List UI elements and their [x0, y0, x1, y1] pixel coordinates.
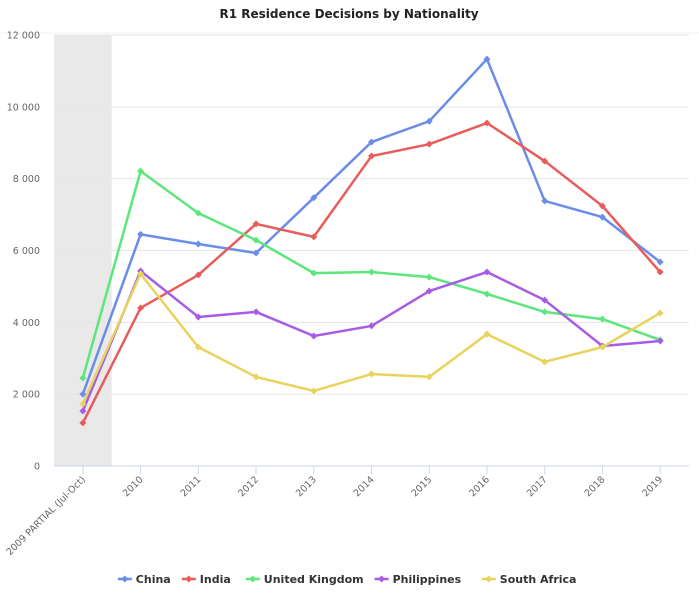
legend-marker: [249, 575, 257, 583]
legend-marker: [121, 575, 129, 583]
data-point: [483, 330, 491, 338]
data-point: [310, 269, 318, 277]
data-point: [656, 258, 664, 266]
chart-title: R1 Residence Decisions by Nationality: [219, 7, 478, 21]
data-point: [368, 268, 375, 276]
data-point: [79, 407, 87, 415]
legend-item[interactable]: China: [117, 573, 171, 586]
data-point: [425, 140, 433, 148]
data-point: [425, 273, 433, 281]
y-tick-label: 2 000: [13, 390, 40, 401]
x-tick-label: 2016: [467, 474, 492, 499]
data-point: [368, 322, 375, 330]
data-point: [79, 419, 87, 427]
legend-marker: [185, 575, 193, 583]
data-point: [310, 233, 318, 241]
data-point: [79, 400, 87, 408]
data-point: [425, 117, 433, 125]
x-tick-label: 2009 PARTIAL (Jul-Oct): [4, 474, 88, 558]
data-point: [598, 315, 606, 323]
x-tick-label: 2011: [179, 474, 204, 499]
series-united-kingdom: [79, 167, 664, 382]
data-point: [310, 387, 318, 395]
data-point: [137, 167, 145, 175]
data-point: [541, 296, 549, 304]
data-point: [252, 220, 260, 228]
data-point: [656, 337, 664, 345]
x-tick-label: 2010: [121, 474, 146, 499]
x-tick-label: 2018: [583, 474, 608, 499]
data-point: [252, 236, 260, 244]
data-point: [252, 373, 260, 381]
series-south-africa: [79, 270, 664, 408]
legend-label: South Africa: [500, 573, 577, 586]
data-point: [656, 268, 664, 276]
data-point: [656, 309, 664, 317]
y-tick-label: 0: [34, 462, 40, 473]
data-point: [598, 202, 606, 210]
data-point: [541, 308, 549, 316]
data-point: [483, 268, 491, 276]
data-point: [541, 358, 549, 366]
data-point: [137, 230, 145, 238]
data-point: [194, 343, 202, 351]
data-point: [194, 271, 202, 279]
data-point: [194, 240, 202, 248]
x-tick-label: 2019: [640, 474, 665, 499]
series-india: [79, 119, 664, 427]
data-point: [541, 157, 549, 165]
series-philippines: [79, 267, 664, 415]
data-point: [79, 374, 87, 382]
data-point: [483, 290, 491, 298]
x-tick-label: 2017: [525, 474, 550, 499]
data-point: [252, 249, 260, 257]
legend-item[interactable]: Philippines: [374, 573, 462, 586]
y-tick-label: 12 000: [7, 31, 40, 42]
data-point: [425, 373, 433, 381]
data-point: [137, 304, 145, 312]
data-point: [598, 343, 606, 351]
legend-label: United Kingdom: [264, 573, 364, 586]
legend-marker: [485, 575, 493, 583]
data-point: [252, 308, 260, 316]
legend-item[interactable]: India: [181, 573, 231, 586]
data-point: [483, 55, 491, 63]
legend-label: Philippines: [393, 573, 462, 586]
data-point: [425, 287, 433, 295]
x-tick-label: 2014: [352, 474, 377, 499]
series-line: [81, 57, 661, 395]
legend-item[interactable]: South Africa: [481, 573, 577, 586]
data-point: [310, 194, 318, 202]
legend-label: India: [200, 573, 231, 586]
series-china: [79, 55, 664, 398]
data-point: [137, 270, 145, 278]
data-point: [368, 138, 375, 146]
legend-marker: [378, 575, 386, 583]
data-point: [368, 152, 375, 160]
data-point: [79, 390, 87, 398]
x-tick-label: 2012: [236, 474, 261, 499]
y-tick-label: 4 000: [13, 318, 40, 329]
data-point: [194, 209, 202, 217]
data-point: [194, 313, 202, 321]
legend-item[interactable]: United Kingdom: [245, 573, 364, 586]
x-tick-label: 2013: [294, 474, 319, 499]
y-tick-label: 6 000: [13, 246, 40, 257]
legend-label: China: [136, 573, 171, 586]
data-point: [541, 197, 549, 205]
data-point: [598, 213, 606, 221]
data-point: [368, 370, 375, 378]
data-point: [310, 332, 318, 340]
y-tick-label: 8 000: [13, 174, 40, 185]
y-tick-label: 10 000: [7, 102, 40, 113]
x-tick-label: 2015: [409, 474, 434, 499]
data-point: [483, 119, 491, 127]
